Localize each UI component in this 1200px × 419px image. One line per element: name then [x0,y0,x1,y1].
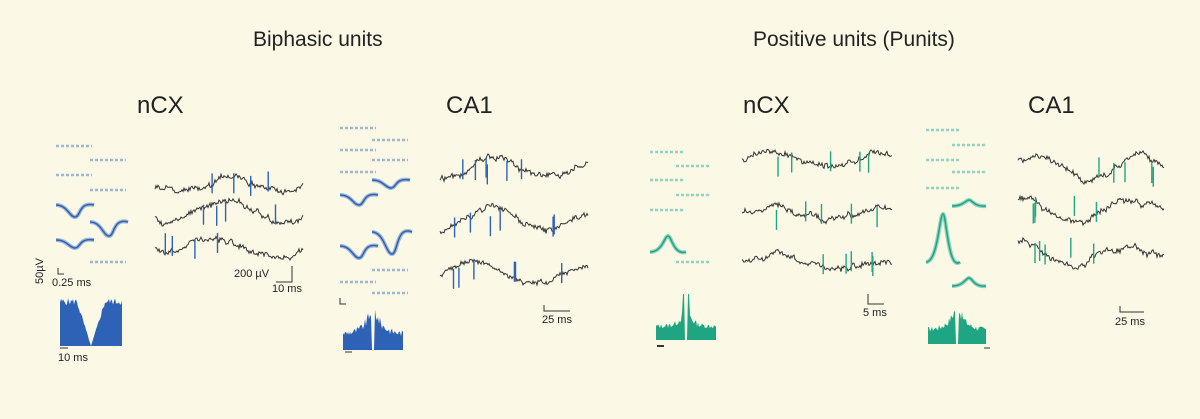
autocorrelogram-positive-ca1 [928,311,986,344]
scale-label-025ms: 0.25 ms [52,277,92,289]
autocorrelogram-biphasic-ca1 [343,309,403,350]
waveform-biphasic [371,178,411,189]
lfp-trace-positive-ca1 [1017,149,1165,185]
waveform-positive [951,199,987,207]
scale-label-hist-10ms: 10 ms [58,352,88,364]
heading-positive-units: Positive units (Punits) [753,28,955,51]
lfp-trace-biphasic-ncx [154,197,304,227]
histogram-bars [60,298,122,346]
waveform-positive-band [649,233,687,255]
autocorrelogram-biphasic-ncx [60,298,122,346]
scale-bar-positive-25ms [1119,306,1144,313]
lfp-trace-biphasic-ca1 [439,153,589,183]
waveform-biphasic [371,230,413,255]
heading-biphasic-units: Biphasic units [253,28,383,51]
histogram-bars [656,294,716,340]
scale-bar-200uv-10ms [276,266,293,283]
scale-bars [57,266,1144,353]
waveform-positive-band [925,211,962,265]
waveform-positive [925,213,961,264]
scale-bar-biphasic-25ms [543,305,570,312]
waveform-biphasic [55,203,95,218]
histogram-bars [343,309,403,350]
lfp-trace-positive-ncx [741,201,893,225]
lfp-trace-positive-ncx [741,148,893,170]
scale-label-200uv: 200 µV [234,268,270,280]
waveform-biphasic [89,220,129,237]
lfp-trace-biphasic-ncx [154,235,304,261]
region-label-positive-ca1: CA1 [1028,92,1075,119]
lfp-trace-biphasic-ca1 [439,202,589,235]
region-label-biphasic-ca1: CA1 [446,92,493,119]
scale-label-biphasic-ca1-25ms: 25 ms [542,314,572,326]
scale-bar-50uv-025ms [57,268,64,275]
scale-label-positive-ca1-25ms: 25 ms [1115,316,1145,328]
scale-bar-ca1-small [339,298,346,305]
histogram-bars [928,311,986,344]
waveform-biphasic [55,238,95,249]
waveform-positive [649,235,687,253]
lfp-trace-positive-ca1 [1017,194,1165,227]
waveform-biphasic [339,244,379,259]
lfp-trace-positive-ncx [741,248,893,272]
autocorrelogram-positive-ncx [656,294,716,340]
lfp-trace-positive-ca1 [1017,236,1165,270]
scale-bar-positive-5ms [867,294,884,305]
scale-label-positive-5ms: 5 ms [863,307,887,319]
waveform-positive [951,277,987,287]
region-label-biphasic-ncx: nCX [137,92,184,119]
waveform-biphasic [339,193,379,206]
lfp-trace-biphasic-ncx [154,172,304,196]
region-label-positive-ncx: nCX [743,92,790,119]
scale-label-biphasic-10ms: 10 ms [272,283,302,295]
